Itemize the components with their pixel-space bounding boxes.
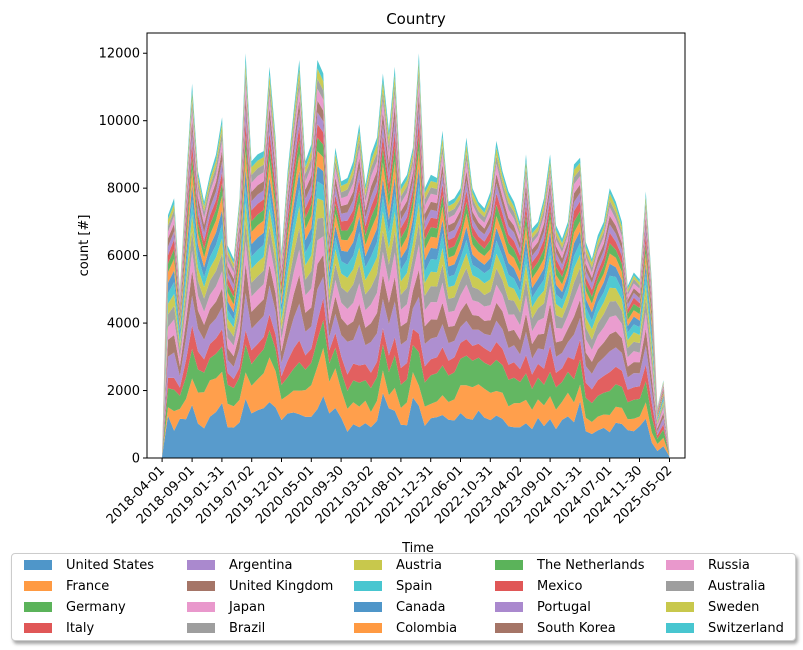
legend-swatch xyxy=(187,602,215,612)
x-axis-label: Time xyxy=(401,541,434,556)
y-tick-label: 2000 xyxy=(107,384,140,399)
legend-label: The Netherlands xyxy=(537,558,645,573)
legend-label: Germany xyxy=(66,600,126,615)
legend-label: Brazil xyxy=(229,621,266,636)
legend-label: Australia xyxy=(708,579,766,594)
legend-swatch xyxy=(495,623,523,633)
legend-swatch xyxy=(495,581,523,591)
legend-label: Portugal xyxy=(537,600,591,615)
legend-label: Argentina xyxy=(229,558,293,573)
legend-swatch xyxy=(24,623,52,633)
legend-swatch xyxy=(666,560,694,570)
y-tick-label: 12000 xyxy=(99,47,140,62)
legend-swatch xyxy=(24,602,52,612)
legend-label: Russia xyxy=(708,558,750,573)
legend-swatch xyxy=(354,623,382,633)
legend-swatch xyxy=(495,560,523,570)
legend-label: Canada xyxy=(396,600,446,615)
area-series-germany xyxy=(162,320,670,456)
legend-label: Japan xyxy=(229,600,266,615)
legend-label: Sweden xyxy=(708,600,760,615)
legend-label: South Korea xyxy=(537,621,616,636)
legend-swatch xyxy=(354,560,382,570)
legend-swatch xyxy=(495,602,523,612)
legend: United States France Germany Italy Argentina… xyxy=(11,553,796,641)
x-axis: 2018-04-012018-09-012019-01-312019-07-02… xyxy=(104,458,675,527)
stacked-areas xyxy=(162,53,670,458)
legend-label: Colombia xyxy=(396,621,458,636)
legend-swatch xyxy=(666,581,694,591)
y-tick-label: 8000 xyxy=(107,182,140,197)
legend-label: France xyxy=(66,579,110,594)
legend-swatch xyxy=(354,602,382,612)
legend-swatch xyxy=(187,560,215,570)
area-series-united-states xyxy=(162,393,670,458)
area-series-argentina xyxy=(162,276,670,455)
y-axis: 0 2000 4000 6000 8000 10000 12000 xyxy=(99,47,147,467)
legend-swatch xyxy=(666,602,694,612)
y-tick-label: 0 xyxy=(132,452,140,467)
area-series-france xyxy=(162,347,670,457)
legend-swatch xyxy=(24,581,52,591)
legend-label: Austria xyxy=(396,558,442,573)
legend-swatch xyxy=(24,560,52,570)
legend-swatch xyxy=(666,623,694,633)
y-tick-label: 6000 xyxy=(107,249,140,264)
legend-swatch xyxy=(354,581,382,591)
plot-frame xyxy=(146,32,686,459)
legend-swatch xyxy=(187,623,215,633)
legend-label: Italy xyxy=(66,621,95,636)
area-series-united-kingdom xyxy=(162,254,670,455)
legend-label: Switzerland xyxy=(708,621,784,636)
y-axis-label: count [#] xyxy=(77,215,92,277)
y-tick-label: 10000 xyxy=(99,114,140,129)
area-series-japan xyxy=(162,236,670,455)
legend-label: United States xyxy=(66,558,155,573)
y-tick-label: 4000 xyxy=(107,317,140,332)
legend-label: Mexico xyxy=(537,579,583,594)
legend-swatch xyxy=(187,581,215,591)
legend-label: Spain xyxy=(396,579,433,594)
legend-label: United Kingdom xyxy=(229,579,334,594)
chart-title: Country xyxy=(386,10,446,28)
